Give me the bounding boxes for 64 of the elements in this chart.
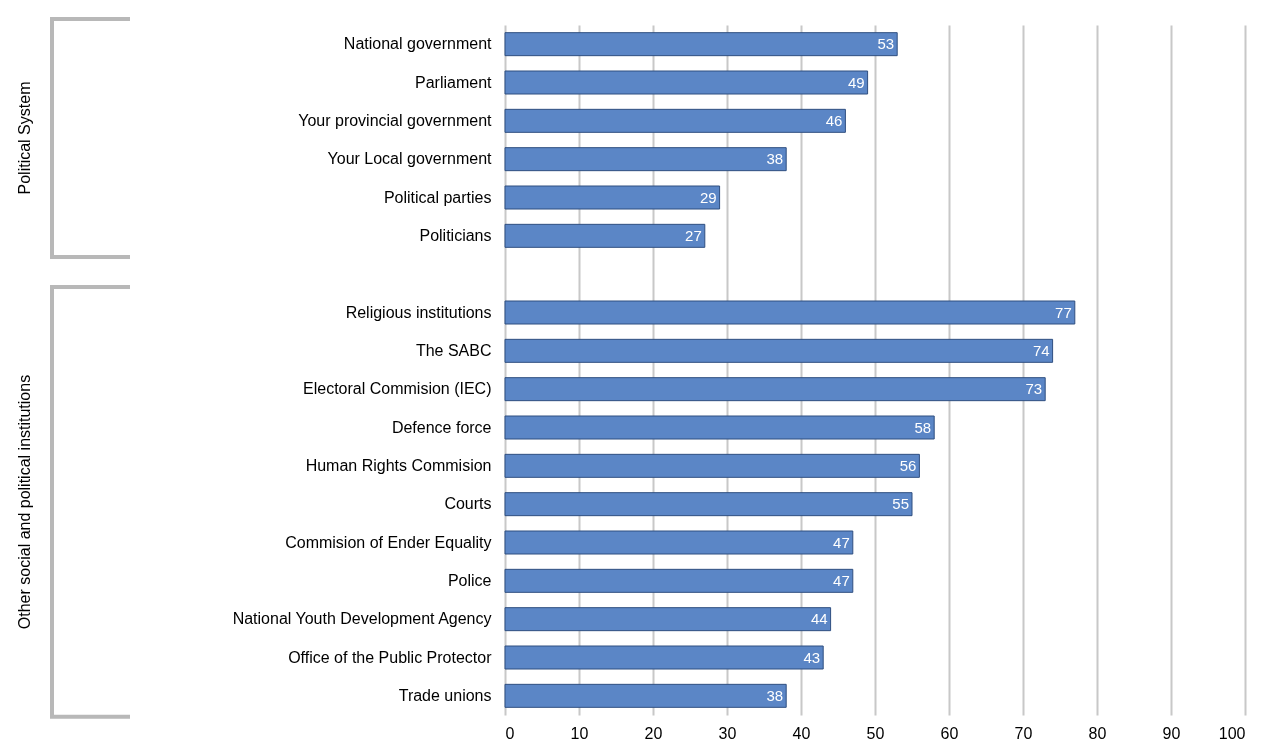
y-tick-label: Your Local government: [327, 150, 493, 168]
x-tick-label: 70: [1014, 724, 1033, 742]
y-tick-label: Your provincial government: [298, 111, 493, 129]
x-tick-label: 80: [1088, 724, 1107, 742]
data-label: 55: [892, 495, 909, 513]
bar: [504, 645, 824, 670]
y-tick-label: Parliament: [415, 73, 493, 91]
y-tick-label: Trade unions: [398, 686, 492, 704]
data-label: 38: [766, 150, 784, 168]
data-label: 74: [1032, 341, 1050, 359]
bar: [504, 492, 913, 517]
data-label: 46: [825, 111, 843, 129]
bar: [504, 415, 935, 440]
y-tick-label: Defence force: [391, 418, 492, 436]
bar: [504, 147, 787, 172]
bar: [504, 185, 721, 210]
bar: [504, 70, 869, 95]
y-tick-label: Office of the Public Protector: [288, 648, 493, 666]
data-label: 58: [914, 418, 932, 436]
x-tick-label: 0: [505, 724, 515, 742]
bar: [504, 300, 1076, 325]
y-tick-label: National Youth Development Agency: [232, 610, 492, 628]
data-label: 43: [803, 648, 821, 666]
x-tick-label: 50: [866, 724, 885, 742]
x-tick-label: 60: [940, 724, 959, 742]
text: Political System: [15, 81, 34, 195]
data-label: 56: [899, 456, 917, 474]
bar: [504, 453, 920, 478]
data-label: 49: [847, 73, 865, 91]
y-tick-label: National government: [343, 35, 493, 53]
y-tick-label: Electoral Commision (IEC): [303, 380, 492, 398]
text: Other social and political institutions: [16, 374, 35, 630]
bar: [504, 530, 854, 555]
y-tick-label: Police: [447, 571, 492, 589]
y-tick-label: The SABC: [415, 341, 492, 359]
bar: [504, 223, 706, 248]
data-label: 73: [1025, 380, 1043, 398]
y-tick-label: Human Rights Commision: [305, 456, 492, 474]
bar: [504, 32, 898, 57]
bar: [504, 568, 854, 593]
data-label: 44: [810, 610, 828, 628]
bar: [504, 607, 832, 632]
y-tick-label: Religious institutions: [345, 303, 492, 321]
x-tick-label: 40: [792, 724, 811, 742]
bar: [504, 338, 1054, 363]
x-tick-label: 90: [1162, 724, 1181, 742]
x-tick-label: 30: [718, 724, 737, 742]
x-tick-label: 100: [1218, 724, 1246, 742]
bar: [504, 683, 787, 708]
y-tick-label: Courts: [444, 495, 492, 513]
x-tick-label: 20: [644, 724, 663, 742]
y-tick-label: Politicians: [419, 226, 492, 244]
data-label: 53: [877, 35, 895, 53]
bar: [504, 377, 1046, 402]
y-tick-label: Political parties: [383, 188, 492, 206]
data-label: 47: [833, 571, 850, 589]
data-label: 29: [699, 188, 717, 206]
data-label: 27: [685, 226, 702, 244]
y-tick-label: Commision of Ender Equality: [285, 533, 492, 551]
data-label: 47: [833, 533, 850, 551]
data-label: 77: [1055, 303, 1072, 321]
data-label: 38: [766, 686, 784, 704]
bar: [504, 108, 846, 133]
x-tick-label: 10: [570, 724, 589, 742]
